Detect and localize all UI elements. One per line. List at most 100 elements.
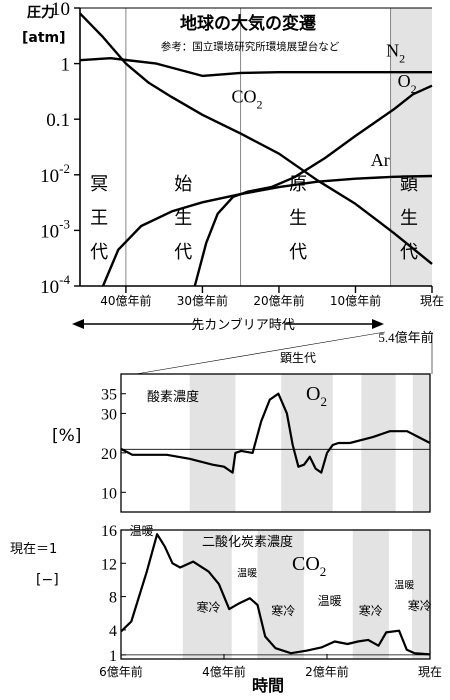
- climate-label: 寒冷: [359, 603, 383, 618]
- oxygen-y-tick-label: 30: [101, 406, 117, 423]
- co2-x-tick-label: 4億年前: [202, 664, 246, 679]
- co2-y-tick-label: 4: [109, 623, 117, 640]
- tick-base: 10: [40, 277, 59, 298]
- climate-label: 温暖: [130, 524, 154, 538]
- oxygen-y-tick-label: 10: [101, 485, 117, 502]
- tick-exponent: -3: [59, 216, 70, 231]
- co2-series-line: [120, 533, 431, 656]
- top-x-tick-label: 20億年前: [253, 293, 304, 308]
- top-y-tick-label: 1: [61, 55, 71, 76]
- co2-ylabel-line-2: [−]: [36, 572, 59, 588]
- series-label-subscript: 2: [411, 82, 417, 96]
- eon-label-char: 代: [174, 242, 192, 263]
- co2-y-tick-label: 12: [101, 556, 117, 573]
- tick-base: 10: [40, 166, 59, 187]
- top-ylabel-line-1: 圧力: [27, 4, 55, 21]
- series-line-co2: [79, 12, 433, 265]
- precambrian-arrow: 先カンブリア時代 5.4億年前: [72, 317, 434, 345]
- co2-ylabel-line-1: 現在＝1: [10, 542, 57, 557]
- eon-label-char: 冥: [90, 174, 108, 195]
- top-title: 地球の大気の変遷: [180, 13, 316, 34]
- tick-base: 0.1: [46, 110, 70, 131]
- top-y-tick-label: 10-2: [40, 161, 70, 187]
- oxygen-panel: 10 20 30 35 顕生代 酸素濃度 O2 [%]: [52, 351, 431, 513]
- climate-label: 寒冷: [271, 603, 295, 618]
- climate-label: 寒冷: [197, 600, 221, 615]
- top-y-tick-label: 10-4: [40, 272, 70, 298]
- eon-label-char: 顕: [400, 174, 418, 195]
- eon-label-char: 生: [289, 208, 307, 229]
- series-label-name: O: [398, 71, 411, 91]
- top-x-tick-label: 現在: [420, 294, 444, 308]
- oxygen-shaded-band: [189, 374, 236, 512]
- eon-label-char: 代: [289, 242, 307, 263]
- tick-exponent: -4: [59, 272, 70, 287]
- top-x-tick-label: 10億年前: [330, 293, 381, 308]
- zoom-line-left: [135, 331, 386, 375]
- tick-base: 10: [40, 221, 59, 242]
- eon-label-char: 代: [90, 242, 108, 263]
- series-line-o2: [193, 84, 433, 287]
- series-label-subscript: 2: [399, 51, 405, 65]
- oxygen-ylabel: [%]: [52, 426, 81, 446]
- co2-x-tick-label: 6億年前: [99, 664, 143, 679]
- climate-label: 温暖: [237, 567, 257, 580]
- phanerozoic-title: 顕生代: [280, 351, 316, 365]
- co2-shaded-band: [411, 530, 430, 659]
- co2-y-tick-label: 1: [109, 648, 117, 665]
- co2-shaded-band: [352, 530, 389, 659]
- precambrian-label: 先カンブリア時代: [191, 317, 295, 333]
- top-y-tick-label: 10: [51, 0, 70, 20]
- series-label-co2: CO2: [232, 86, 263, 111]
- top-x-tick-label: 30億年前: [177, 293, 228, 308]
- oxygen-shaded-band: [412, 374, 430, 512]
- co2-x-tick-label: 現在: [418, 665, 442, 679]
- co2-xlabel: 時間: [252, 676, 284, 695]
- co2-series-label: CO2: [292, 553, 326, 579]
- tick-base: 10: [51, 0, 70, 20]
- co2-y-tick-label: 16: [101, 523, 117, 540]
- co2-y-tick-label: 8: [109, 590, 117, 607]
- eon-label-char: 王: [90, 208, 108, 229]
- oxygen-series-label: O2: [306, 383, 327, 409]
- climate-label: 温暖: [394, 578, 414, 591]
- series-label-o2: O2: [398, 71, 417, 96]
- top-subtitle: 参考：国立環境研究所環境展望台など: [161, 40, 340, 53]
- series-label-name: CO: [232, 86, 257, 106]
- oxygen-y-tick-label: 20: [101, 446, 117, 463]
- series-label-ar: Ar: [371, 150, 390, 170]
- eon-label-char: 生: [174, 208, 192, 229]
- series-label-n2: N2: [386, 40, 405, 65]
- oxygen-shaded-band: [361, 374, 396, 512]
- top-x-tick-label: 40億年前: [100, 293, 151, 308]
- precambrian-end-label: 5.4億年前: [378, 330, 433, 345]
- eon-label-char: 生: [400, 208, 418, 229]
- top-y-tick-label: 0.1: [46, 110, 70, 131]
- co2-panel-title: 二酸化炭素濃度: [202, 534, 293, 550]
- co2-x-tick-label: 2億年前: [305, 664, 349, 679]
- tick-exponent: -2: [59, 161, 70, 176]
- oxygen-frame: [120, 373, 431, 513]
- oxygen-shaded-band: [281, 374, 333, 512]
- eon-label-char: 始: [174, 174, 192, 195]
- oxygen-panel-title: 酸素濃度: [147, 389, 199, 405]
- phanerozoic-shaded-region: [390, 8, 432, 286]
- oxygen-series-line: [120, 392, 431, 474]
- top-ylabel-line-2: [atm]: [22, 30, 66, 46]
- series-line-ar: [101, 174, 433, 287]
- series-label-name: N: [386, 40, 399, 60]
- series-label-name: Ar: [371, 150, 390, 170]
- eon-label-char: 代: [400, 242, 418, 263]
- eon-label-char: 原: [289, 174, 307, 195]
- series-line-n2: [79, 57, 432, 78]
- co2-frame: [120, 529, 431, 660]
- series-label-subscript: 2: [257, 97, 263, 111]
- climate-label: 温暖: [318, 594, 342, 608]
- climate-label: 寒冷: [408, 598, 432, 613]
- top-y-tick-label: 10-3: [40, 216, 70, 242]
- oxygen-y-tick-label: 35: [101, 387, 117, 404]
- tick-base: 1: [61, 55, 71, 76]
